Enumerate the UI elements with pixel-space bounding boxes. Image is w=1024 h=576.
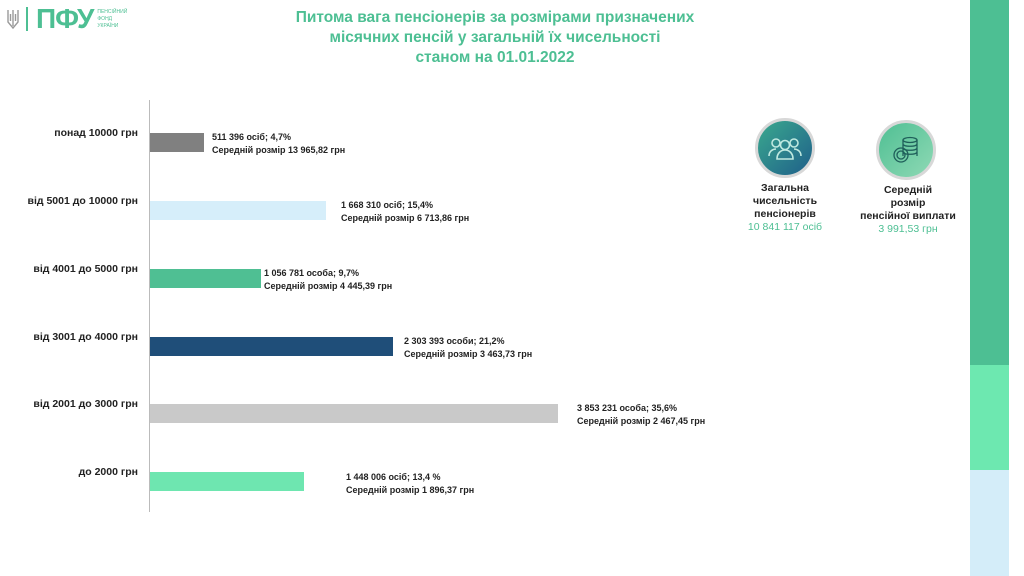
bar <box>150 404 558 423</box>
category-label: від 3001 до 4000 грн <box>33 331 138 343</box>
category-label: від 2001 до 3000 грн <box>33 398 138 410</box>
side-stripe-1 <box>970 0 1009 365</box>
y-axis <box>149 100 150 512</box>
side-stripe-3 <box>970 470 1009 576</box>
stat-avg: Середній розмір пенсійної виплати 3 991,53… <box>860 184 956 235</box>
coins-icon <box>876 120 936 180</box>
side-stripe-2 <box>970 365 1009 470</box>
trident-icon <box>7 10 19 30</box>
category-label: понад 10000 грн <box>54 127 138 139</box>
data-label: 3 853 231 особа; 35,6% Середній розмір 2 … <box>577 403 706 426</box>
page-title: Питома вага пенсіонерів за розмірами при… <box>295 9 695 66</box>
data-label: 1 056 781 особа; 9,7% Середній розмір 4 4… <box>264 268 393 291</box>
people-icon <box>755 118 815 178</box>
category-label: від 5001 до 10000 грн <box>27 195 138 207</box>
bar <box>150 269 262 288</box>
bar <box>150 133 204 152</box>
stat-total-circle <box>755 118 815 178</box>
bar <box>150 472 304 491</box>
data-label: 1 448 006 осіб; 13,4 % Середній розмір 1 … <box>346 472 475 495</box>
category-label: від 4001 до 5000 грн <box>33 263 138 275</box>
data-label: 2 303 393 особи; 21,2% Середній розмір 3 … <box>404 336 533 359</box>
pfu-logo: ПФУ ПЕНСІЙНИЙ ФОНД УКРАЇНИ <box>6 3 129 34</box>
category-label: до 2000 грн <box>78 466 138 478</box>
stat-total: Загальна чисельність пенсіонерів 10 841 11… <box>747 182 823 233</box>
bar <box>150 201 327 220</box>
stat-avg-circle <box>876 120 936 180</box>
data-label: 511 396 осіб; 4,7% Середній розмір 13 965… <box>212 132 346 155</box>
bar <box>150 337 393 356</box>
data-label: 1 668 310 осіб; 15,4% Середній розмір 6 7… <box>341 200 470 223</box>
